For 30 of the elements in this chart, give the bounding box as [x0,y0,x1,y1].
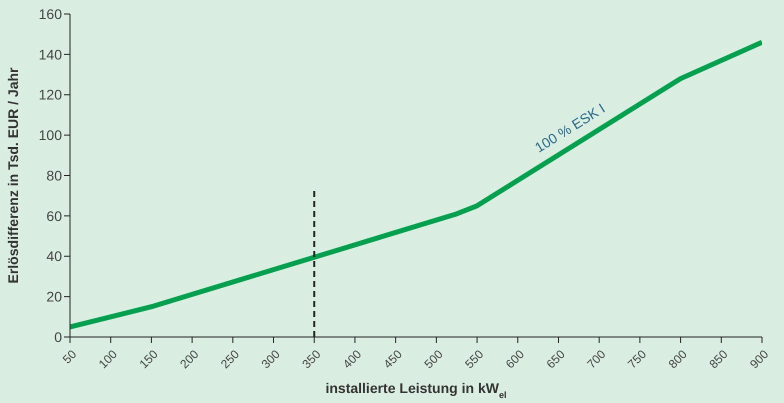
x-tick-label: 450 [380,346,406,372]
y-tick-label: 40 [46,248,62,264]
text: 100 % ESK I [532,100,608,156]
x-axis-title: installierte Leistung in kW$_{el}$ [325,380,507,400]
x-tick-label: 50 [60,346,80,366]
y-tick-label: 140 [38,46,62,62]
x-tick-label: 300 [258,346,283,372]
x-tick-label: 800 [666,346,690,372]
x-tick-label: 250 [218,346,242,372]
y-tick-label: 60 [46,208,62,224]
x-tick-label: 400 [340,346,364,372]
x-tick-label: 650 [544,346,568,372]
y-axis-title: Erlösdifferenz in Tsd. EUR / Jahr [5,66,21,284]
x-tick-label: 500 [421,346,446,372]
x-tick-label: 100 [96,346,120,372]
x-tick-label: 150 [136,346,161,372]
x-tick-label: 200 [177,346,202,372]
x-tick-label: 750 [625,346,650,372]
x-tick-label: 700 [584,346,609,372]
y-tick-label: 160 [38,6,62,22]
y-tick-label: 80 [46,167,62,184]
x-tick-label: 350 [299,346,324,372]
y-tick-label: 20 [46,288,62,305]
x-tick-label: 900 [747,346,772,372]
y-tick-label: 120 [38,86,62,103]
x-tick-label: 600 [502,346,528,372]
x-tick-label: 550 [462,346,486,372]
x-tick-label: 850 [706,346,731,372]
y-tick-label: 0 [54,328,62,345]
y-tick-label: 100 [38,127,62,144]
